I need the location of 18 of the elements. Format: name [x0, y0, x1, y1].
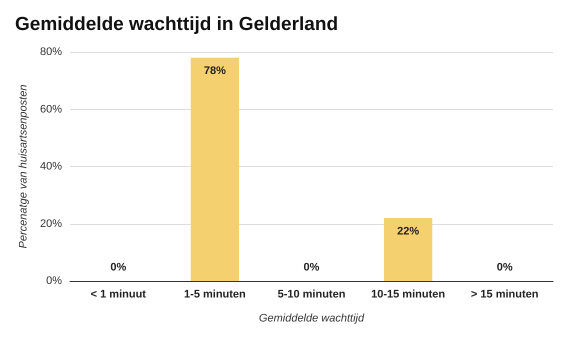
- y-tick-label: 80%: [40, 46, 62, 58]
- data-label: 78%: [204, 65, 226, 78]
- data-label: 0%: [496, 262, 513, 274]
- data-label: 0%: [110, 262, 126, 274]
- y-axis-title: Percenatge van huisartsenposten: [18, 84, 30, 248]
- y-tick-label: 0%: [46, 275, 62, 287]
- y-tick-label: 60%: [40, 103, 62, 116]
- x-tick-label: 1-5 minuten: [184, 288, 246, 300]
- chart-title: Gemiddelde wachttijd in Gelderland: [15, 14, 338, 35]
- x-axis-title: Gemiddelde wachttijd: [258, 312, 365, 324]
- x-tick-label: < 1 minuut: [90, 288, 146, 300]
- y-tick-label: 20%: [40, 218, 62, 230]
- x-tick-label: 5-10 minuten: [278, 288, 346, 300]
- x-tick-label: > 15 minuten: [470, 288, 539, 300]
- x-tick-label: 10-15 minuten: [371, 288, 446, 300]
- data-label: 22%: [397, 226, 420, 238]
- y-tick-label: 40%: [40, 160, 62, 172]
- data-label: 0%: [304, 262, 320, 274]
